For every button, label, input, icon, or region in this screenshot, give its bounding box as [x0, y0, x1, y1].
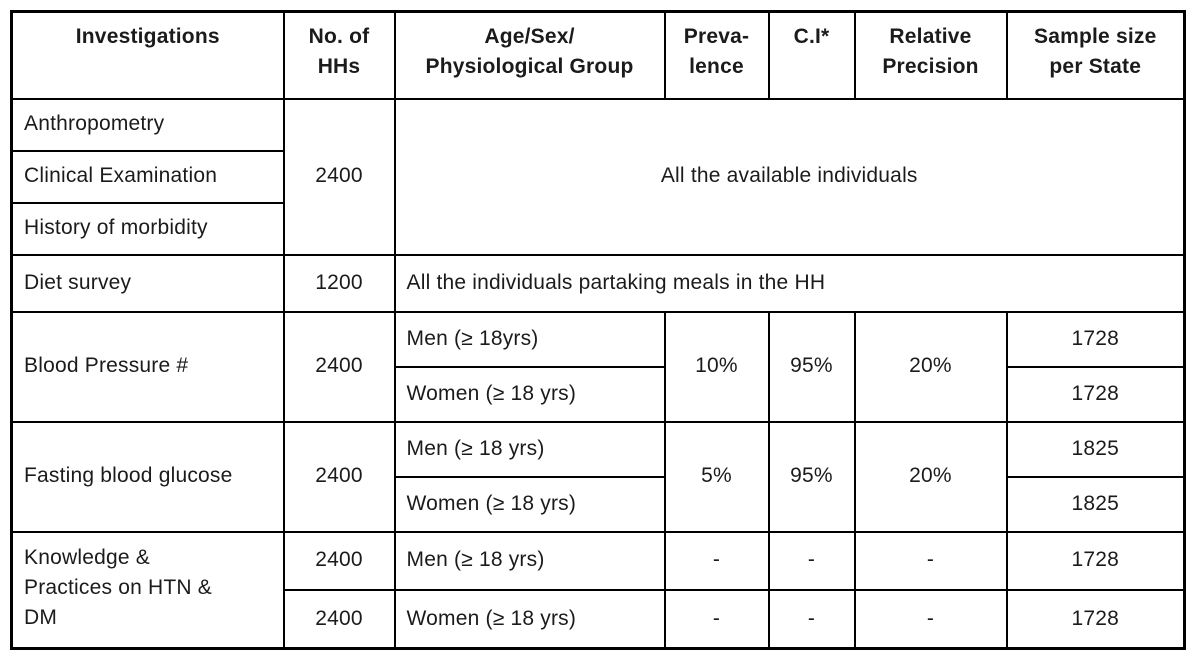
table-row-knowledge-practices-men: Knowledge & Practices on HTN & DM 2400 M…: [10, 530, 1186, 650]
investigation-cell: Blood Pressure #: [10, 310, 285, 423]
investigation-cell: Anthropometry: [10, 97, 285, 152]
sample-size-cell: 1728: [1005, 365, 1186, 423]
table-row-diet-survey: Diet survey 1200 All the individuals par…: [10, 253, 1186, 313]
page: Investigations No. of HHs Age/Sex/ Physi…: [10, 10, 1186, 650]
group-cell: Women (≥ 18 yrs): [393, 588, 666, 650]
hhs-cell: 2400: [282, 97, 396, 256]
sample-size-cell: 1825: [1005, 420, 1186, 478]
sample-size-cell: 1728: [1005, 310, 1186, 368]
table-row-history-of-morbidity: History of morbidity: [10, 201, 1185, 256]
table-row-knowledge-practices-women: 2400 Women (≥ 18 yrs) - - - 1728: [12, 588, 1186, 650]
hhs-cell: 2400: [282, 310, 396, 423]
prevalence-cell: 5%: [663, 420, 770, 533]
group-cell: Men (≥ 18 yrs): [393, 530, 666, 591]
hhs-cell: 2400: [282, 530, 396, 591]
prevalence-cell: -: [663, 588, 770, 650]
hhs-cell: 2400: [282, 588, 396, 650]
sample-size-cell: 1728: [1005, 588, 1186, 650]
investigation-cell: Fasting blood glucose: [10, 420, 285, 533]
relative-precision-cell: 20%: [853, 420, 1008, 533]
group-cell: All the available individuals: [393, 97, 1186, 256]
group-cell: Men (≥ 18 yrs): [393, 420, 666, 478]
hhs-cell: 1200: [282, 253, 396, 313]
table-row-blood-pressure-women: Women (≥ 18 yrs) 1728: [12, 365, 1186, 423]
col-header-age-sex-group: Age/Sex/ Physiological Group: [393, 10, 666, 100]
col-header-ci: C.I*: [767, 10, 856, 100]
relative-precision-cell: -: [853, 588, 1008, 650]
col-header-relative-precision: Relative Precision: [853, 10, 1008, 100]
col-header-no-of-hhs: No. of HHs: [282, 10, 396, 100]
prevalence-cell: 10%: [663, 310, 770, 423]
ci-cell: 95%: [767, 310, 856, 423]
col-header-prevalence: Preva- lence: [663, 10, 770, 100]
prevalence-cell: -: [663, 530, 770, 591]
survey-sampling-table: Investigations No. of HHs Age/Sex/ Physi…: [10, 10, 1186, 650]
relative-precision-cell: 20%: [853, 310, 1008, 423]
ci-cell: 95%: [767, 420, 856, 533]
col-header-sample-size: Sample size per State: [1005, 10, 1186, 100]
hhs-cell: 2400: [282, 420, 396, 533]
table-row-anthropometry: Anthropometry 2400 All the available ind…: [10, 97, 1186, 256]
investigation-cell: History of morbidity: [10, 201, 285, 256]
investigation-cell: Clinical Examination: [10, 149, 285, 204]
group-cell: Women (≥ 18 yrs): [393, 475, 666, 533]
sample-size-cell: 1728: [1005, 530, 1186, 591]
group-cell: Men (≥ 18yrs): [393, 310, 666, 368]
relative-precision-cell: -: [853, 530, 1008, 591]
ci-cell: -: [767, 588, 856, 650]
header-row: Investigations No. of HHs Age/Sex/ Physi…: [10, 10, 1186, 100]
investigation-cell: Diet survey: [10, 253, 285, 313]
sample-size-cell: 1825: [1005, 475, 1186, 533]
table-row-clinical-examination: Clinical Examination: [10, 149, 1185, 204]
table-row-fasting-glucose-men: Fasting blood glucose 2400 Men (≥ 18 yrs…: [10, 420, 1186, 533]
col-header-investigations: Investigations: [10, 10, 285, 100]
group-cell: Women (≥ 18 yrs): [393, 365, 666, 423]
investigation-cell: Knowledge & Practices on HTN & DM: [10, 530, 285, 650]
ci-cell: -: [767, 530, 856, 591]
group-cell: All the individuals partaking meals in t…: [393, 253, 1186, 313]
table-row-blood-pressure-men: Blood Pressure # 2400 Men (≥ 18yrs) 10% …: [10, 310, 1186, 423]
table-row-fasting-glucose-women: Women (≥ 18 yrs) 1825: [12, 475, 1186, 533]
